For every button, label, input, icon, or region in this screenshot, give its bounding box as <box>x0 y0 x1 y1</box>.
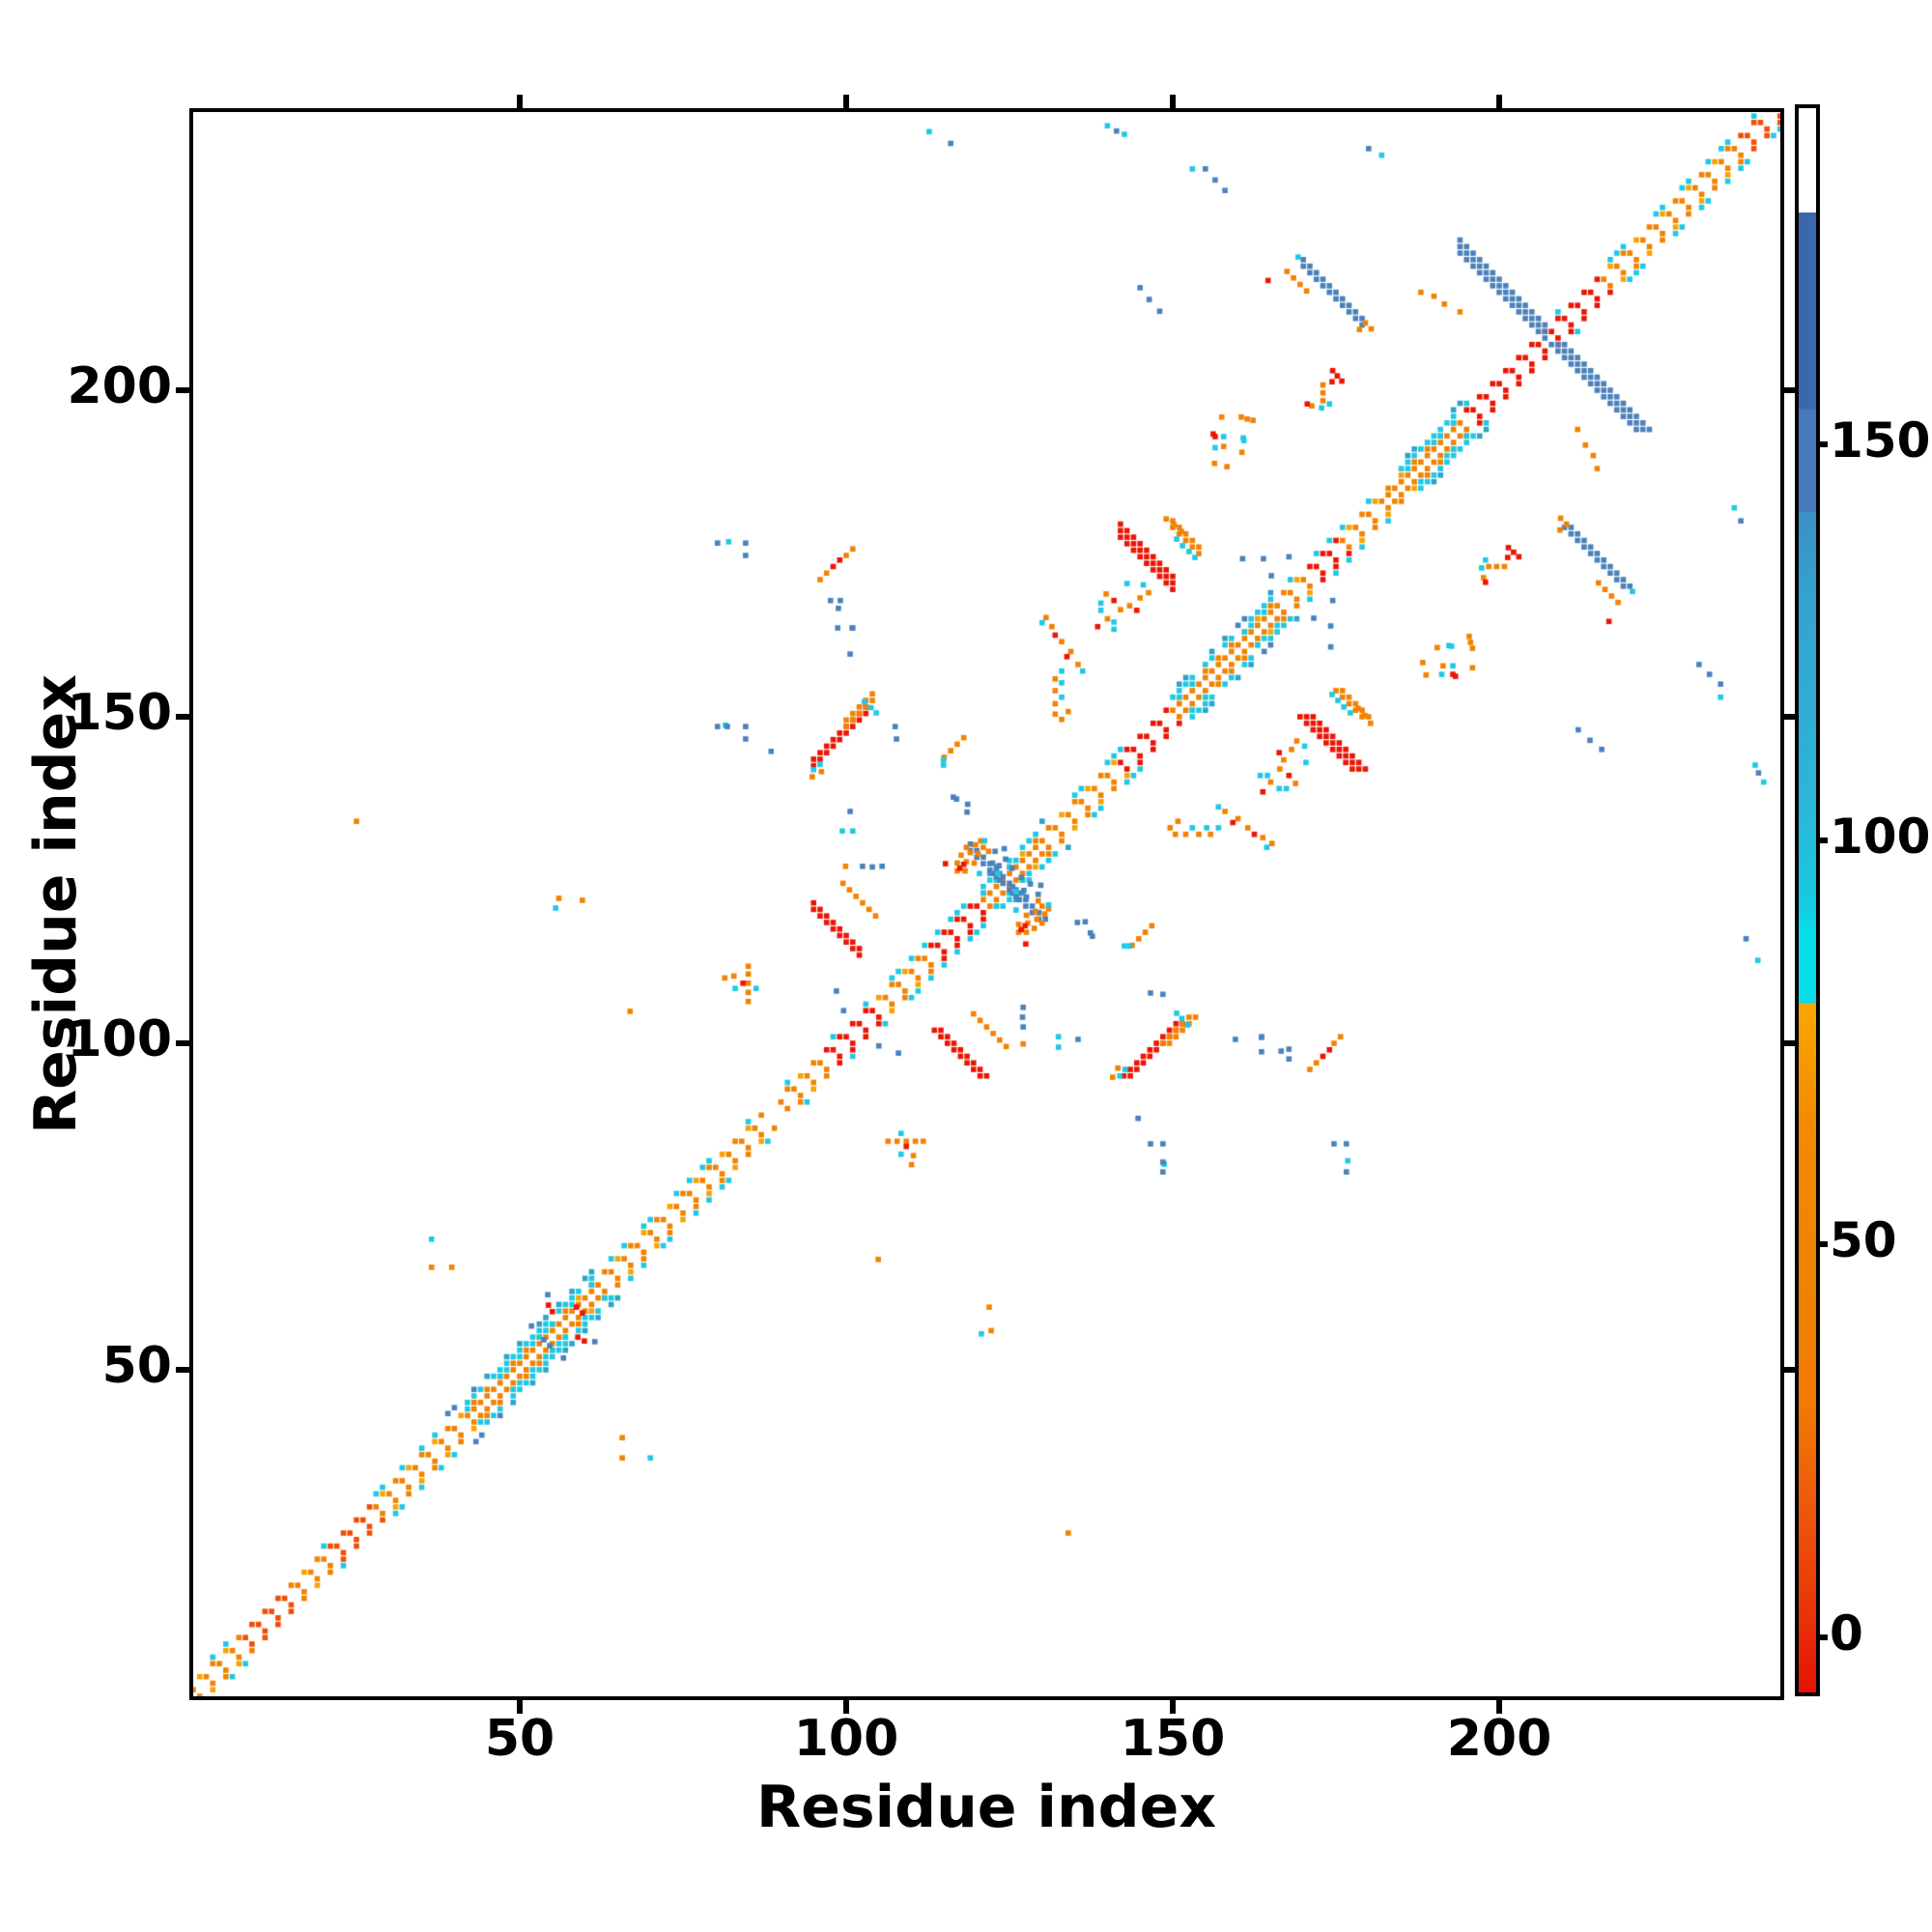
colorbar-tick-mark <box>1816 1634 1828 1640</box>
x-tick-mark <box>1170 1700 1176 1714</box>
y-tick-label: 200 <box>67 357 172 415</box>
y-tick-mark <box>176 1040 189 1046</box>
y-tick-mark-right <box>1784 1040 1798 1046</box>
colorbar-tick-label: 0 <box>1830 1605 1863 1662</box>
x-tick-mark <box>1496 1700 1502 1714</box>
x-tick-mark <box>843 1700 849 1714</box>
y-tick-label: 150 <box>67 684 172 742</box>
colorbar-tick-mark <box>1816 440 1828 447</box>
colorbar-tick-label: 50 <box>1830 1211 1897 1268</box>
x-tick-mark-top <box>843 95 849 108</box>
y-tick-mark-right <box>1784 387 1798 393</box>
x-tick-mark-top <box>1496 95 1502 108</box>
x-tick-label: 200 <box>1446 1710 1552 1768</box>
y-tick-mark <box>176 714 189 720</box>
x-tick-label: 50 <box>484 1710 555 1768</box>
colorbar-tick-label: 100 <box>1830 808 1931 865</box>
x-tick-mark-top <box>517 95 523 108</box>
y-tick-label: 50 <box>101 1337 172 1395</box>
colorbar-tick-label: 150 <box>1830 412 1931 469</box>
x-tick-label: 150 <box>1120 1710 1226 1768</box>
y-tick-mark <box>176 1367 189 1373</box>
x-axis-label: Residue index <box>755 1774 1217 1841</box>
colorbar-tick-mark <box>1816 1240 1828 1247</box>
colorbar <box>1795 104 1820 1696</box>
y-tick-mark-right <box>1784 1367 1798 1373</box>
contact-map-canvas <box>193 112 1780 1696</box>
x-tick-label: 100 <box>793 1710 899 1768</box>
y-tick-label: 100 <box>67 1010 172 1068</box>
y-tick-mark <box>176 387 189 393</box>
colorbar-tick-mark <box>1816 837 1828 843</box>
x-tick-mark <box>517 1700 523 1714</box>
x-tick-mark-top <box>1170 95 1176 108</box>
y-tick-mark-right <box>1784 714 1798 720</box>
